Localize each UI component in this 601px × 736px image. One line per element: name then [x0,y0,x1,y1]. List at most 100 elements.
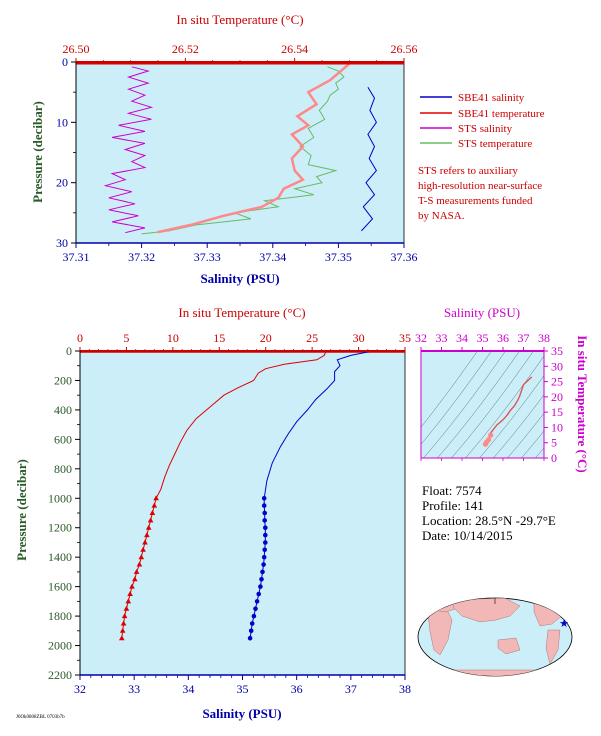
bottom-tick-label: 33 [128,682,140,696]
density-contour [535,447,544,458]
main-temp-axis-label: In situ Temperature (°C) [178,305,305,320]
world-map: ★ [417,597,573,677]
main-axes: 0 5 10 15 20 25 30 35 32 33 34 35 36 37 38 0 200 400 600 80… [48,331,411,696]
legend-label-sbe41-temperature: SBE41 temperature [458,108,545,120]
bottom-tick-label: 37.34 [259,250,286,264]
series-sts-salinity [103,66,154,234]
salinity-marker [262,518,268,523]
salinity-marker [263,525,268,530]
series-sbe41-temperature [157,62,351,234]
left-tick-label: 600 [54,432,72,446]
temperature-marker [149,510,156,515]
footer-tag: J6Ok0808ZBL 0703b7b [16,715,65,720]
bottom-tick-label: 37.35 [325,250,352,264]
top-tick-label: 10 [167,331,179,345]
temperature-marker [132,576,138,582]
salinity-marker [256,591,262,597]
top-chart: 26.50 26.52 26.54 26.56 37.31 37.32 37.33 37.34… [30,12,545,286]
right-tick-label: 25 [551,375,563,389]
ts-plot-area [420,350,545,459]
top-tick-label: 20 [260,331,272,345]
main-plot-area [79,350,406,676]
salinity-marker [251,613,257,619]
salinity-marker [247,635,253,641]
temperature-marker [145,524,152,530]
temperature-marker [120,620,127,626]
ts-deep-marker [486,437,492,443]
bottom-tick-label: 35 [237,682,249,696]
density-contour [451,351,534,458]
sts-note: STS refers to auxiliary high-resolution … [418,165,542,222]
bottom-tick-label: 38 [399,682,411,696]
top-tick-label: 35 [477,331,489,345]
profile-number: Profile: 141 [422,498,484,513]
series-temperature [155,351,327,499]
bottom-tick-label: 37.33 [194,250,221,264]
sts-note-line-1: STS refers to auxiliary [418,165,518,177]
profile-date: Date: 10/14/2015 [422,528,513,543]
top-tick-label: 34 [456,331,468,345]
top-tick-label: 0 [77,331,83,345]
temperature-marker [142,539,148,545]
series-sbe41-salinity [361,87,378,232]
top-tick-label: 15 [213,331,225,345]
temperature-marker [138,554,145,560]
top-series-group [76,62,404,235]
salinity-marker [261,562,266,567]
map-south-america [545,629,561,665]
bottom-tick-label: 34 [182,682,194,696]
top-axes: 26.50 26.52 26.54 26.56 37.31 37.32 37.33 37.34… [56,42,418,264]
salinity-marker [258,584,263,589]
temperature-marker [119,627,126,633]
top-tick-label: 33 [436,331,448,345]
salinity-marker [263,540,268,545]
top-tick-label: 35 [399,331,411,345]
right-tick-label: 20 [551,390,563,404]
float-location-marker: ★ [559,618,569,630]
density-contour [507,412,544,458]
salinity-marker [260,569,265,575]
top-tick-label: 26.56 [391,42,418,56]
top-tick-label: 5 [123,331,129,345]
salinity-marker [263,532,268,538]
legend-label-sts-temperature: STS temperature [458,138,532,150]
top-tick-label: 25 [306,331,318,345]
salinity-marker [261,496,267,501]
salinity-marker [248,628,254,634]
bottom-tick-label: 37.31 [63,250,90,264]
map-asia [451,598,521,623]
left-tick-label: 1000 [48,491,72,505]
salinity-marker [262,510,268,516]
temperature-marker [153,495,159,501]
top-pressure-axis-label: Pressure (decibar) [30,101,45,203]
bottom-tick-label: 37.36 [391,250,418,264]
top-tick-label: 38 [538,331,550,345]
left-tick-label: 400 [54,403,72,417]
top-tick-label: 26.52 [172,42,199,56]
left-tick-label: 2200 [48,668,72,682]
right-tick-label: 30 [551,359,563,373]
left-tick-label: 0 [66,344,72,358]
right-tick-label: 10 [551,420,563,434]
density-contour [421,351,478,428]
temperature-marker [125,598,132,604]
salinity-marker [261,503,267,508]
temperature-marker [119,635,125,641]
map-australia [497,637,521,655]
salinity-marker [249,621,255,626]
main-chart: 0 5 10 15 20 25 30 35 32 33 34 35 36 37 38 0 200 400 600 80… [14,305,411,721]
bottom-tick-label: 37.32 [128,250,155,264]
left-tick-label: 20 [56,176,68,190]
sts-note-line-3: T-S measurements funded [418,195,533,207]
temperature-marker [133,568,140,574]
ts-deep-marker [488,432,494,438]
left-tick-label: 2000 [48,639,72,653]
top-tick-label: 26.50 [63,42,90,56]
salinity-marker [262,547,268,553]
temperature-marker [140,546,146,552]
float-id: Float: 7574 [422,483,482,498]
bottom-tick-label: 37 [345,682,357,696]
bottom-tick-label: 36 [291,682,303,696]
temperature-marker [127,591,133,596]
